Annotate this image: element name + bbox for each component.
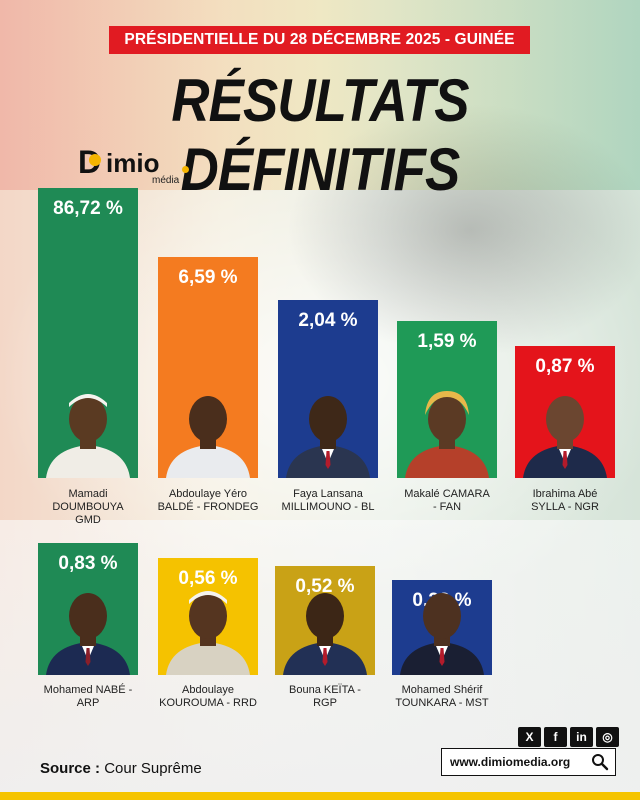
candidate-photo bbox=[405, 391, 489, 478]
candidate-name: Mohamed Shérif TOUNKARA - MST bbox=[384, 684, 500, 710]
candidate-name-line: Mamadi bbox=[68, 488, 108, 500]
candidate-name-line: Mohamed Shérif bbox=[401, 684, 483, 696]
candidate-name-line: Faya Lansana bbox=[293, 488, 363, 500]
candidate-name: Ibrahima Abé SYLLA - NGR bbox=[507, 488, 623, 514]
bottom-strip bbox=[0, 792, 640, 800]
candidate-name-line: Mohamed NABÉ - bbox=[43, 684, 133, 696]
candidate-name-line: GMD bbox=[75, 514, 101, 526]
bar-3: 2,04 % bbox=[278, 300, 378, 478]
candidate-name-line: - FAN bbox=[432, 501, 462, 513]
bar-4: 1,59 % bbox=[397, 321, 497, 478]
candidate-photo bbox=[286, 396, 370, 478]
bar-8: 0,52 % bbox=[275, 566, 375, 675]
bar-6: 0,83 % bbox=[38, 543, 138, 675]
candidate-name: Bouna KEÏTA - RGP bbox=[267, 684, 383, 710]
candidate-name: Faya Lansana MILLIMOUNO - BL bbox=[270, 488, 386, 514]
search-icon bbox=[592, 754, 609, 771]
candidate-name: Abdoulaye KOUROUMA - RRD bbox=[150, 684, 266, 710]
candidate-photo bbox=[400, 593, 484, 675]
bar-2: 6,59 % bbox=[158, 257, 258, 478]
election-banner: PRÉSIDENTIELLE DU 28 DÉCEMBRE 2025 - GUI… bbox=[109, 26, 530, 54]
source-label: Source : bbox=[40, 760, 101, 777]
candidate-name: Mamadi DOUMBOUYA GMD bbox=[30, 488, 146, 527]
website-link[interactable]: www.dimiomedia.org bbox=[441, 748, 616, 776]
candidate-name: Abdoulaye Yéro BALDÉ - FRONDEG bbox=[150, 488, 266, 514]
candidate-photo bbox=[46, 593, 130, 675]
candidate-photo bbox=[166, 591, 250, 675]
bar-value-label: 1,59 % bbox=[417, 331, 477, 352]
candidate-name-line: MILLIMOUNO - BL bbox=[281, 501, 375, 513]
candidate-name-line: ARP bbox=[76, 697, 100, 709]
bar-value-label: 0,83 % bbox=[58, 553, 118, 574]
bar-value-label: 86,72 % bbox=[53, 198, 123, 219]
source-value: Cour Suprême bbox=[104, 760, 202, 777]
instagram-icon[interactable]: ◎ bbox=[596, 727, 619, 747]
candidate-name-line: Ibrahima Abé bbox=[532, 488, 598, 500]
candidate-photo bbox=[166, 396, 250, 478]
facebook-icon[interactable]: f bbox=[544, 727, 567, 747]
candidate-name-line: BALDÉ - FRONDEG bbox=[157, 501, 259, 513]
social-links: X f in ◎ bbox=[518, 727, 619, 747]
page-title: RÉSULTATS DÉFINITIFS bbox=[171, 67, 469, 203]
bar-5: 0,87 % bbox=[515, 346, 615, 478]
candidate-name-line: Makalé CAMARA bbox=[404, 488, 490, 500]
bar-7: 0,56 % bbox=[158, 558, 258, 675]
candidate-name: Makalé CAMARA - FAN bbox=[389, 488, 505, 514]
bar-value-label: 0,56 % bbox=[178, 568, 238, 589]
candidate-name-line: DOUMBOUYA bbox=[52, 501, 124, 513]
logo-yellow-dot-icon bbox=[182, 166, 189, 173]
logo-subtitle: média bbox=[152, 175, 180, 186]
bar-value-label: 2,04 % bbox=[298, 310, 358, 331]
candidate-name-line: Abdoulaye Yéro bbox=[168, 488, 248, 500]
bar-value-label: 0,87 % bbox=[535, 356, 595, 377]
candidate-photo bbox=[46, 394, 130, 478]
website-url: www.dimiomedia.org bbox=[450, 755, 571, 769]
candidate-name: Mohamed NABÉ - ARP bbox=[30, 684, 146, 710]
candidate-name-line: RGP bbox=[313, 697, 337, 709]
candidate-photo bbox=[523, 396, 607, 478]
candidate-name-line: SYLLA - NGR bbox=[531, 501, 599, 513]
candidate-name-line: KOUROUMA - RRD bbox=[159, 697, 257, 709]
bar-value-label: 0,52 % bbox=[295, 576, 355, 597]
candidate-photo bbox=[283, 593, 367, 675]
logo-dot-icon bbox=[89, 154, 101, 166]
candidate-name-line: TOUNKARA - MST bbox=[395, 697, 489, 709]
candidate-name-line: Abdoulaye bbox=[182, 684, 234, 696]
linkedin-icon[interactable]: in bbox=[570, 727, 593, 747]
dimio-logo: D imio média bbox=[78, 144, 198, 188]
source-note: Source : Cour Suprême bbox=[40, 760, 202, 777]
bar-1: 86,72 % bbox=[38, 188, 138, 478]
logo-wordmark: imio bbox=[106, 148, 160, 178]
candidate-name-line: Bouna KEÏTA - bbox=[289, 684, 361, 696]
bar-9: 0,28 % bbox=[392, 580, 492, 675]
bar-value-label: 6,59 % bbox=[178, 267, 238, 288]
x-icon[interactable]: X bbox=[518, 727, 541, 747]
